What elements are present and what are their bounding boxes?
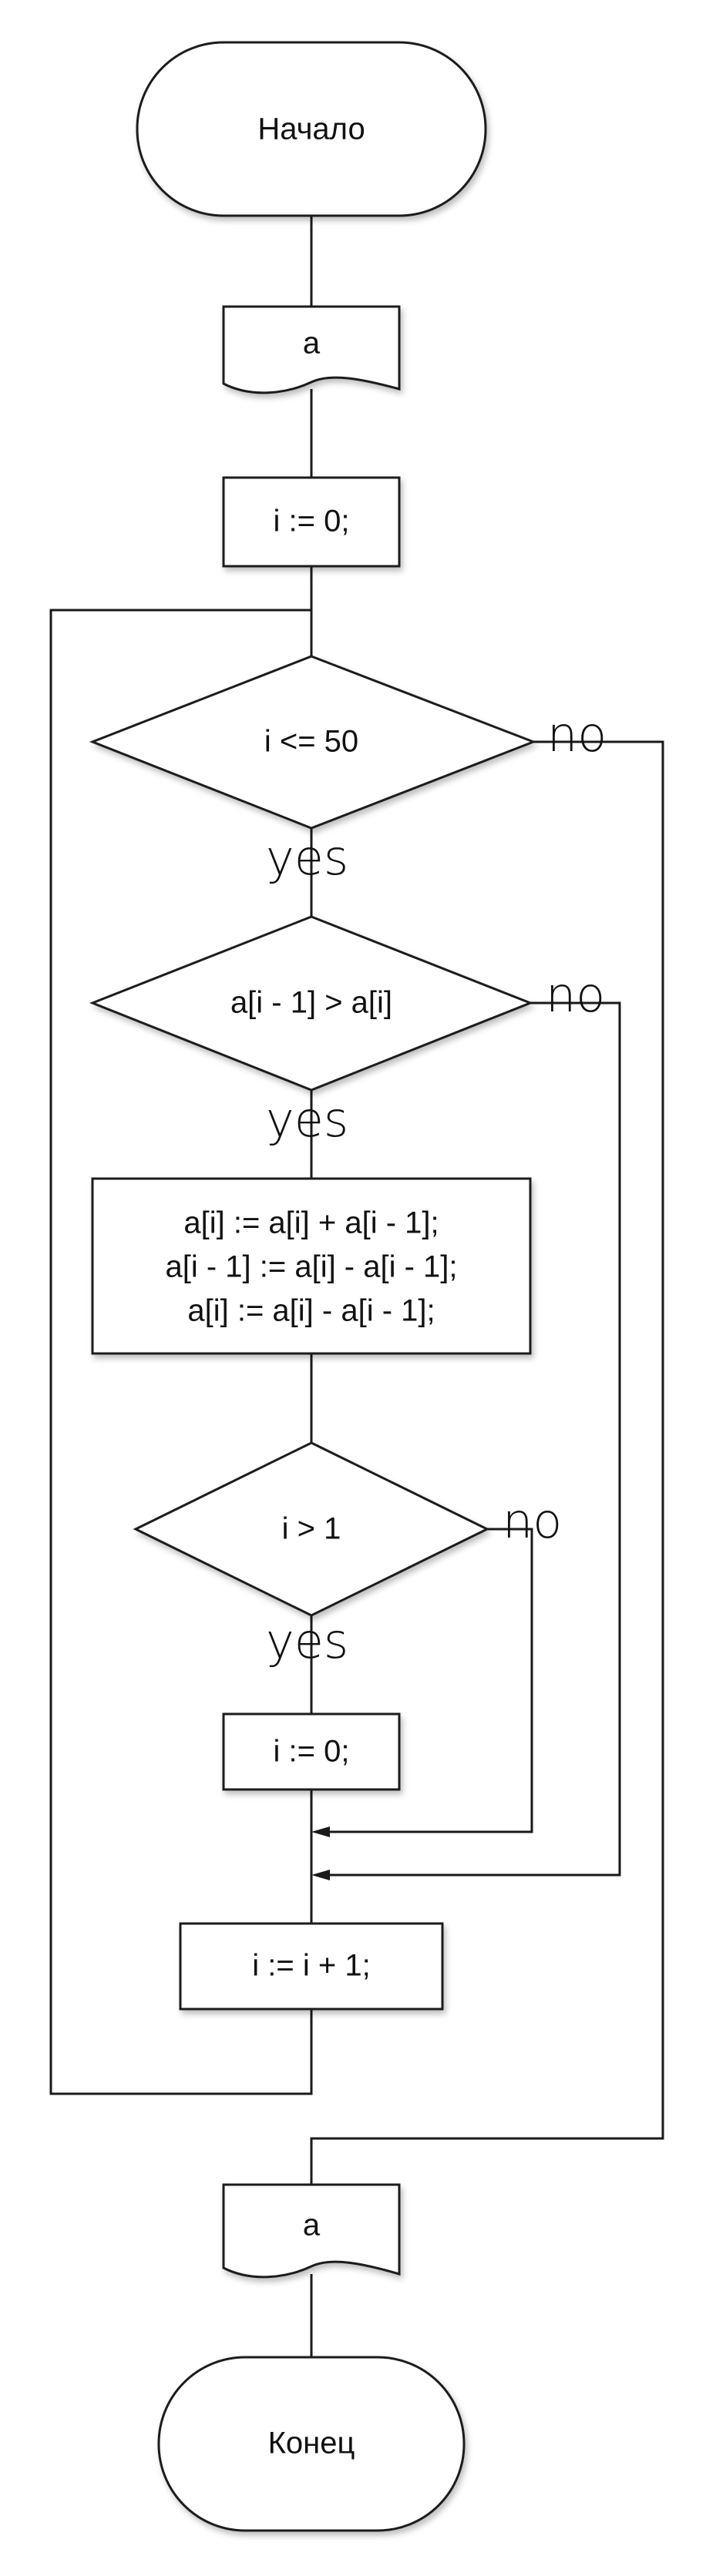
swap-line-3: a[i] := a[i] - a[i - 1]; (187, 1294, 435, 1328)
compare-condition-label: a[i - 1] > a[i] (230, 986, 392, 1020)
output-shape (222, 2183, 401, 2279)
swap-block: a[i] := a[i] + a[i - 1]; a[i - 1] := a[i… (91, 1177, 532, 1355)
start-shape (136, 41, 487, 217)
index-condition-block: i > 1 yes no (133, 1441, 562, 1669)
input-shape (222, 305, 401, 394)
index-yes-label: yes (266, 1613, 348, 1669)
output-block: a (222, 2183, 401, 2279)
reset-block: i := 0; (222, 1712, 401, 1791)
edge-index-no (318, 1528, 533, 1833)
swap-line-2: a[i - 1] := a[i] - a[i - 1]; (165, 1250, 457, 1284)
connectors (49, 216, 664, 2357)
swap-line-1: a[i] := a[i] + a[i - 1]; (183, 1206, 439, 1240)
input-block: a (222, 305, 401, 394)
loop-yes-label: yes (266, 830, 348, 886)
loop-condition-block: i <= 50 yes no (89, 655, 607, 886)
index-condition-shape (133, 1441, 490, 1617)
arrowhead-compare-no (311, 1870, 330, 1880)
swap-shape (91, 1177, 532, 1355)
reset-shape (222, 1712, 401, 1791)
start-terminator: Начало (136, 41, 487, 217)
start-label: Начало (257, 112, 365, 146)
loop-back-edge (49, 609, 313, 2095)
init-block: i := 0; (222, 476, 401, 568)
index-no-label: no (503, 1493, 562, 1549)
end-shape (157, 2356, 466, 2532)
init-shape (222, 476, 401, 568)
input-label: a (303, 327, 321, 361)
increment-label: i := i + 1; (252, 1949, 370, 1983)
arrowhead-index-no (311, 1826, 330, 1837)
compare-no-label: no (546, 967, 605, 1023)
loop-condition-shape (89, 655, 537, 830)
edge-compare-no (318, 1001, 621, 1877)
compare-yes-label: yes (266, 1092, 348, 1148)
output-label: a (303, 2209, 321, 2242)
init-label: i := 0; (274, 505, 350, 538)
loop-no-label: no (547, 706, 607, 763)
end-terminator: Конец (157, 2356, 466, 2532)
reset-label: i := 0; (274, 1735, 350, 1769)
index-condition-label: i > 1 (282, 1512, 341, 1546)
end-label: Конец (268, 2427, 355, 2460)
increment-shape (179, 1922, 444, 2011)
compare-condition-block: a[i - 1] > a[i] yes no (89, 915, 605, 1148)
exit-edge-loop-no (310, 740, 664, 2185)
loop-condition-label: i <= 50 (264, 725, 358, 759)
compare-condition-shape (89, 915, 534, 1092)
increment-block: i := i + 1; (179, 1922, 444, 2011)
